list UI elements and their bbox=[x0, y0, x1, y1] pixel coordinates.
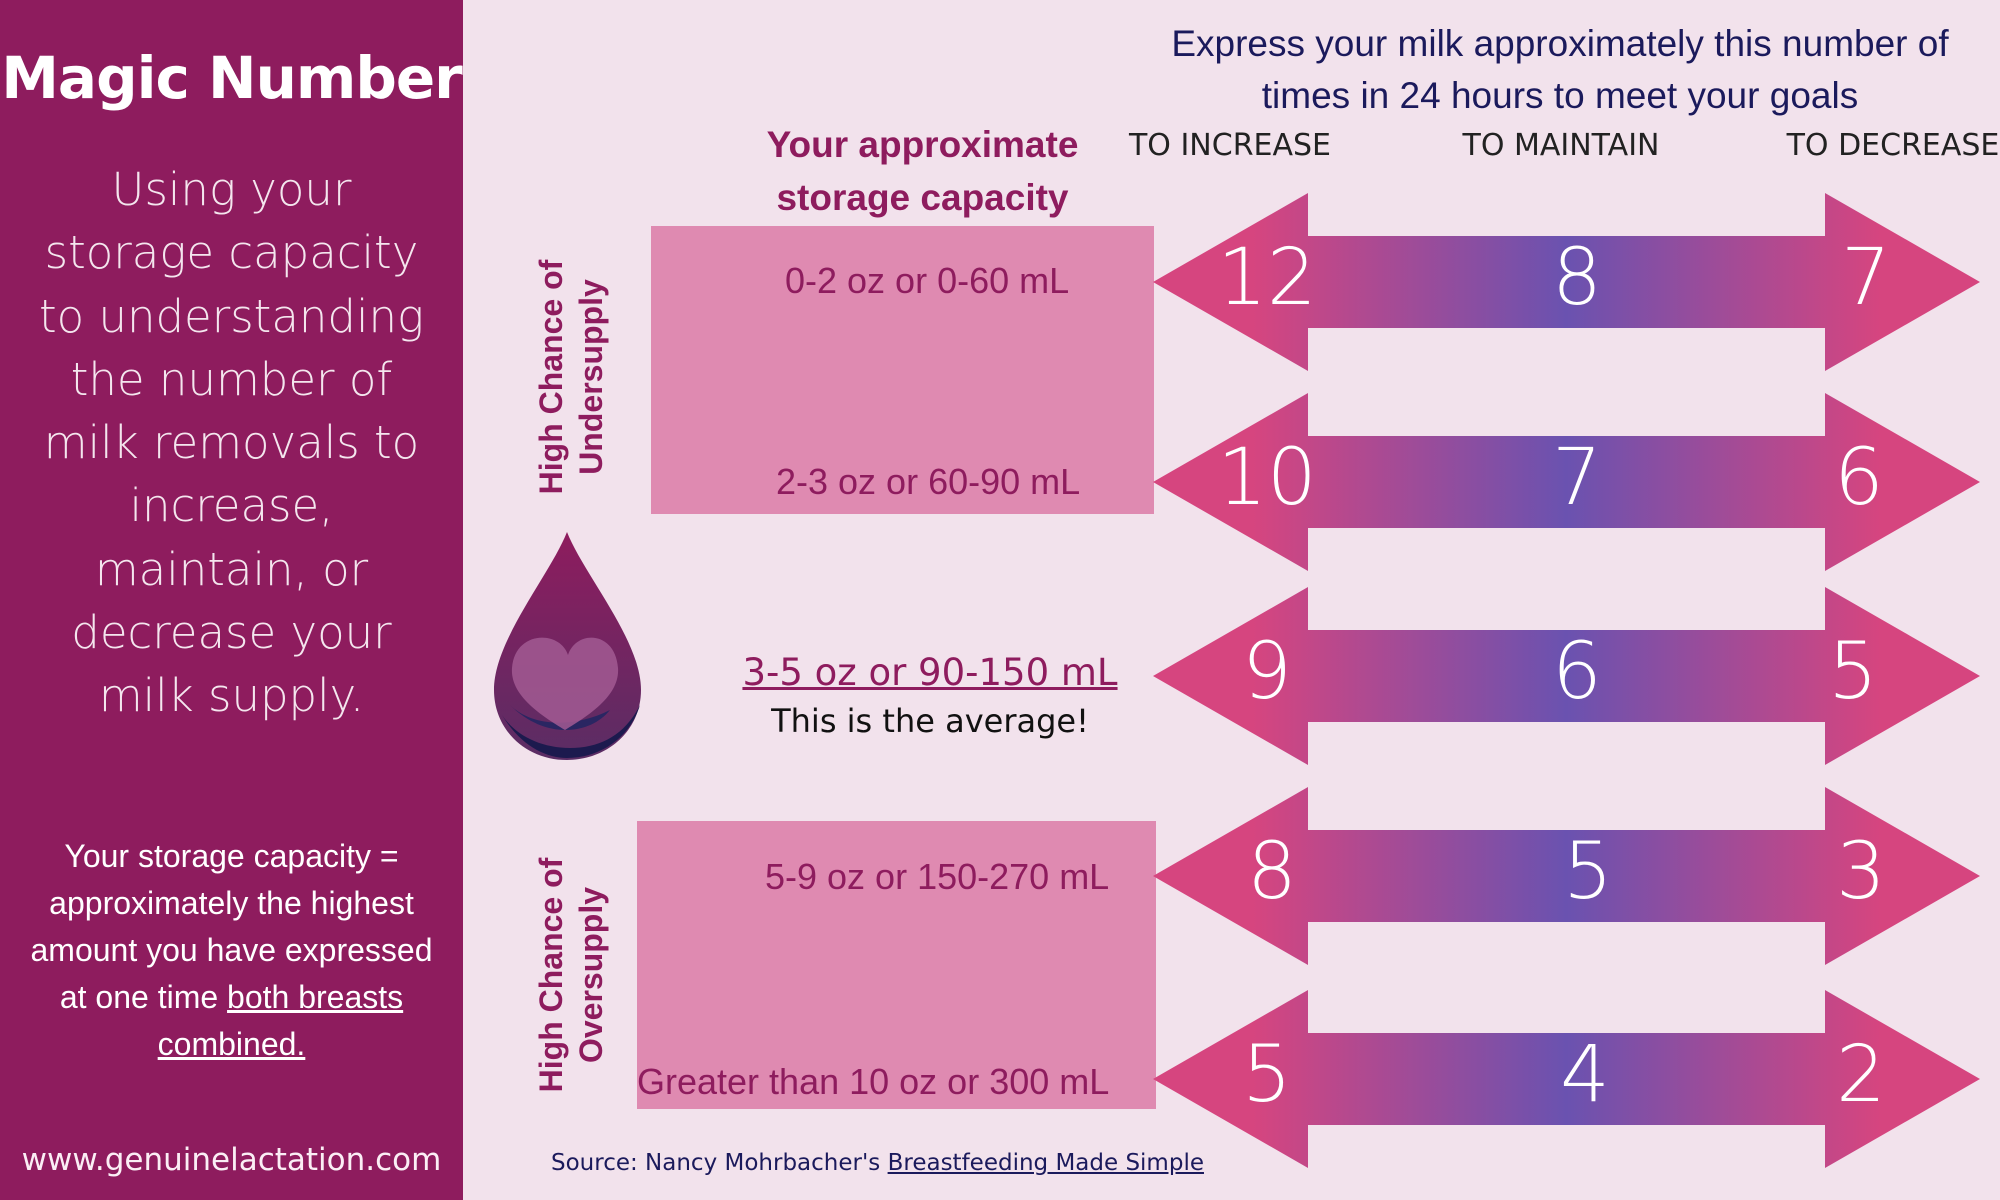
arrow-row-3 bbox=[1153, 587, 1980, 765]
sidebar-note-emphasis: both breasts combined. bbox=[157, 979, 404, 1062]
oversupply-capacity-box bbox=[637, 821, 1156, 1109]
sidebar: Magic Number Using your storage capacity… bbox=[0, 0, 463, 1200]
row-3-maintain: 6 bbox=[1552, 627, 1602, 717]
undersupply-capacity-box bbox=[651, 226, 1154, 514]
row-1-maintain: 8 bbox=[1552, 233, 1602, 323]
source-book-link[interactable]: Breastfeeding Made Simple bbox=[887, 1150, 1204, 1176]
row-5-decrease: 2 bbox=[1836, 1030, 1886, 1120]
row-4-decrease: 3 bbox=[1836, 827, 1886, 917]
capacity-row-5: Greater than 10 oz or 300 mL bbox=[637, 1061, 1110, 1102]
arrow-row-1 bbox=[1153, 193, 1980, 371]
capacity-row-4: 5-9 oz or 150-270 mL bbox=[765, 856, 1110, 897]
capacity-row-3: 3-5 oz or 90-150 mL bbox=[742, 651, 1118, 694]
column-header-increase: TO INCREASE bbox=[1128, 128, 1332, 163]
oversupply-label: High Chance of Oversupply bbox=[533, 857, 609, 1093]
source-citation: Source: Nancy Mohrbacher's Breastfeeding… bbox=[551, 1150, 1204, 1176]
arrow-row-4 bbox=[1153, 787, 1980, 965]
average-note: This is the average! bbox=[771, 702, 1089, 740]
capacity-row-1: 0-2 oz or 0-60 mL bbox=[785, 260, 1070, 301]
sidebar-note-lead: Your storage capacity = approximately th… bbox=[30, 838, 433, 1015]
column-header-maintain: TO MAINTAIN bbox=[1462, 128, 1660, 163]
sidebar-intro: Using your storage capacity to understan… bbox=[38, 163, 425, 723]
row-3-decrease: 5 bbox=[1828, 627, 1878, 717]
row-4-increase: 8 bbox=[1247, 827, 1297, 917]
arrow-row-5 bbox=[1153, 990, 1980, 1168]
row-2-increase: 10 bbox=[1217, 433, 1317, 523]
row-5-increase: 5 bbox=[1242, 1030, 1292, 1120]
column-header-decrease: TO DECREASE bbox=[1786, 128, 2000, 163]
capacity-row-2: 2-3 oz or 60-90 mL bbox=[776, 461, 1081, 502]
arrow-row-2 bbox=[1153, 393, 1980, 571]
website-link[interactable]: www.genuinelactation.com bbox=[21, 1142, 442, 1178]
sidebar-note: Your storage capacity = approximately th… bbox=[30, 833, 433, 1068]
row-1-increase: 12 bbox=[1217, 233, 1317, 323]
undersupply-label: High Chance of Undersupply bbox=[533, 259, 609, 495]
row-3-increase: 9 bbox=[1242, 627, 1292, 717]
row-2-decrease: 6 bbox=[1834, 433, 1884, 523]
capacity-heading: Your approximate storage capacity bbox=[766, 124, 1079, 218]
sidebar-title: Magic Number bbox=[1, 44, 463, 112]
source-prefix: Source: Nancy Mohrbacher's bbox=[551, 1150, 881, 1176]
row-2-maintain: 7 bbox=[1552, 433, 1602, 523]
row-5-maintain: 4 bbox=[1560, 1030, 1610, 1120]
row-1-decrease: 7 bbox=[1841, 233, 1891, 323]
milk-drop-heart-icon bbox=[494, 532, 641, 760]
row-4-maintain: 5 bbox=[1563, 827, 1613, 917]
page-heading: Express your milk approximately this num… bbox=[1171, 23, 1949, 116]
